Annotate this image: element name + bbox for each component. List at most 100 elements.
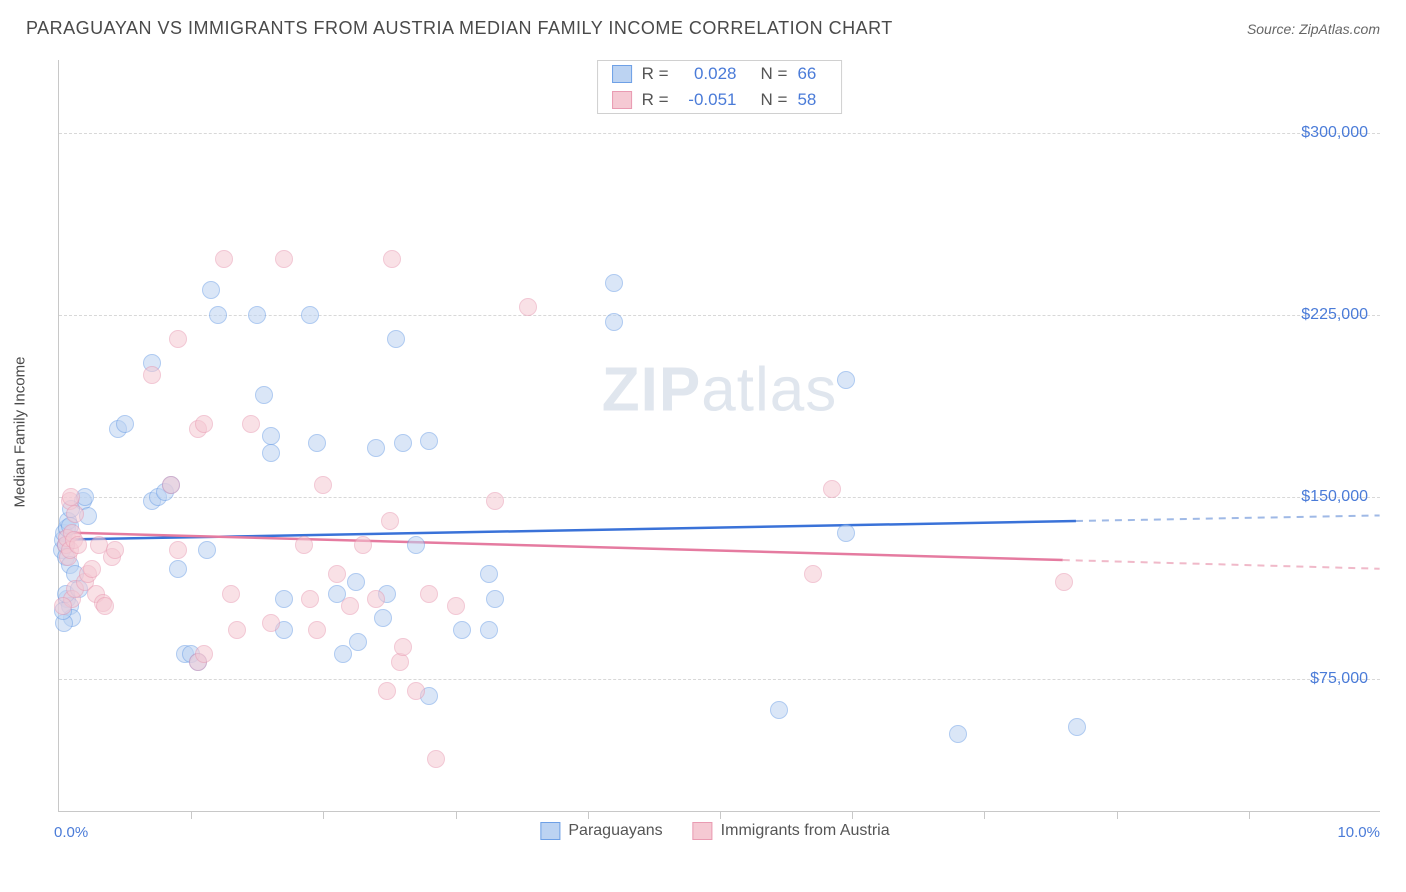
series-2-name: Immigrants from Austria bbox=[721, 822, 890, 840]
scatter-point-series-2 bbox=[381, 512, 399, 530]
scatter-point-series-2 bbox=[222, 585, 240, 603]
correlation-legend-box: R = 0.028 N = 66 R = -0.051 N = 58 bbox=[597, 60, 843, 114]
scatter-point-series-2 bbox=[378, 682, 396, 700]
scatter-point-series-1 bbox=[116, 415, 134, 433]
scatter-point-series-2 bbox=[295, 536, 313, 554]
scatter-point-series-2 bbox=[215, 250, 233, 268]
scatter-point-series-2 bbox=[195, 645, 213, 663]
series-1-r-value: 0.028 bbox=[679, 64, 737, 84]
correlation-legend-row-2: R = -0.051 N = 58 bbox=[598, 87, 842, 113]
x-tick bbox=[852, 811, 853, 819]
y-tick-label: $300,000 bbox=[1301, 124, 1368, 142]
chart-title: PARAGUAYAN VS IMMIGRANTS FROM AUSTRIA ME… bbox=[26, 18, 893, 39]
scatter-point-series-1 bbox=[334, 645, 352, 663]
scatter-point-series-2 bbox=[169, 541, 187, 559]
scatter-point-series-1 bbox=[248, 306, 266, 324]
scatter-point-series-1 bbox=[949, 725, 967, 743]
scatter-point-series-1 bbox=[387, 330, 405, 348]
scatter-point-series-2 bbox=[447, 597, 465, 615]
x-tick bbox=[191, 811, 192, 819]
series-2-r-value: -0.051 bbox=[679, 90, 737, 110]
scatter-point-series-2 bbox=[106, 541, 124, 559]
scatter-point-series-1 bbox=[169, 560, 187, 578]
scatter-point-series-1 bbox=[262, 427, 280, 445]
scatter-point-series-2 bbox=[328, 565, 346, 583]
x-axis-max-label: 10.0% bbox=[1337, 824, 1380, 841]
series-1-swatch bbox=[540, 822, 560, 840]
r-label: R = bbox=[642, 64, 669, 84]
scatter-point-series-1 bbox=[407, 536, 425, 554]
scatter-point-series-2 bbox=[519, 298, 537, 316]
x-tick bbox=[1249, 811, 1250, 819]
scatter-point-series-2 bbox=[341, 597, 359, 615]
scatter-point-series-1 bbox=[255, 386, 273, 404]
x-tick bbox=[984, 811, 985, 819]
gridline bbox=[59, 679, 1380, 680]
scatter-point-series-2 bbox=[301, 590, 319, 608]
scatter-point-series-2 bbox=[823, 480, 841, 498]
regression-line-extrapolated-series-1 bbox=[1076, 515, 1380, 521]
scatter-point-series-2 bbox=[275, 250, 293, 268]
scatter-point-series-2 bbox=[262, 614, 280, 632]
scatter-point-series-2 bbox=[162, 476, 180, 494]
scatter-point-series-2 bbox=[143, 366, 161, 384]
scatter-point-series-2 bbox=[804, 565, 822, 583]
scatter-point-series-2 bbox=[195, 415, 213, 433]
scatter-point-series-2 bbox=[228, 621, 246, 639]
scatter-point-series-2 bbox=[83, 560, 101, 578]
scatter-point-series-1 bbox=[301, 306, 319, 324]
y-axis-label: Median Family Income bbox=[12, 357, 29, 508]
watermark-part-a: ZIP bbox=[602, 356, 701, 425]
scatter-point-series-2 bbox=[169, 330, 187, 348]
scatter-point-series-1 bbox=[837, 371, 855, 389]
x-tick bbox=[323, 811, 324, 819]
scatter-point-series-1 bbox=[347, 573, 365, 591]
n-label: N = bbox=[761, 64, 788, 84]
scatter-point-series-2 bbox=[69, 536, 87, 554]
correlation-legend-row-1: R = 0.028 N = 66 bbox=[598, 61, 842, 87]
scatter-point-series-2 bbox=[62, 488, 80, 506]
scatter-point-series-2 bbox=[54, 597, 72, 615]
scatter-point-series-2 bbox=[314, 476, 332, 494]
series-1-name: Paraguayans bbox=[568, 822, 662, 840]
scatter-point-series-1 bbox=[275, 590, 293, 608]
scatter-point-series-1 bbox=[262, 444, 280, 462]
scatter-point-series-2 bbox=[420, 585, 438, 603]
scatter-point-series-1 bbox=[209, 306, 227, 324]
scatter-point-series-1 bbox=[308, 434, 326, 452]
y-tick-label: $75,000 bbox=[1310, 670, 1368, 688]
scatter-point-series-1 bbox=[1068, 718, 1086, 736]
series-2-swatch bbox=[693, 822, 713, 840]
scatter-point-series-1 bbox=[605, 274, 623, 292]
legend-item-2: Immigrants from Austria bbox=[693, 822, 890, 840]
scatter-point-series-1 bbox=[367, 439, 385, 457]
series-legend: Paraguayans Immigrants from Austria bbox=[540, 822, 889, 840]
scatter-point-series-1 bbox=[420, 432, 438, 450]
legend-item-1: Paraguayans bbox=[540, 822, 662, 840]
scatter-point-series-1 bbox=[480, 565, 498, 583]
scatter-point-series-2 bbox=[407, 682, 425, 700]
scatter-point-series-1 bbox=[605, 313, 623, 331]
x-tick bbox=[1117, 811, 1118, 819]
watermark-logo: ZIPatlas bbox=[602, 355, 837, 426]
series-2-swatch bbox=[612, 91, 632, 109]
scatter-point-series-2 bbox=[308, 621, 326, 639]
regression-line-extrapolated-series-2 bbox=[1063, 560, 1380, 569]
regression-line-series-1 bbox=[59, 521, 1076, 540]
watermark-part-b: atlas bbox=[701, 356, 837, 425]
regression-lines-layer bbox=[59, 60, 1380, 811]
x-tick bbox=[456, 811, 457, 819]
scatter-point-series-1 bbox=[374, 609, 392, 627]
series-1-n-value: 66 bbox=[797, 64, 827, 84]
source-name: ZipAtlas.com bbox=[1299, 21, 1380, 37]
series-2-n-value: 58 bbox=[797, 90, 827, 110]
scatter-point-series-1 bbox=[480, 621, 498, 639]
x-tick bbox=[720, 811, 721, 819]
scatter-point-series-1 bbox=[486, 590, 504, 608]
y-tick-label: $225,000 bbox=[1301, 306, 1368, 324]
r-label: R = bbox=[642, 90, 669, 110]
scatter-point-series-2 bbox=[367, 590, 385, 608]
scatter-point-series-2 bbox=[383, 250, 401, 268]
source-attribution: Source: ZipAtlas.com bbox=[1247, 21, 1380, 37]
scatter-point-series-2 bbox=[486, 492, 504, 510]
